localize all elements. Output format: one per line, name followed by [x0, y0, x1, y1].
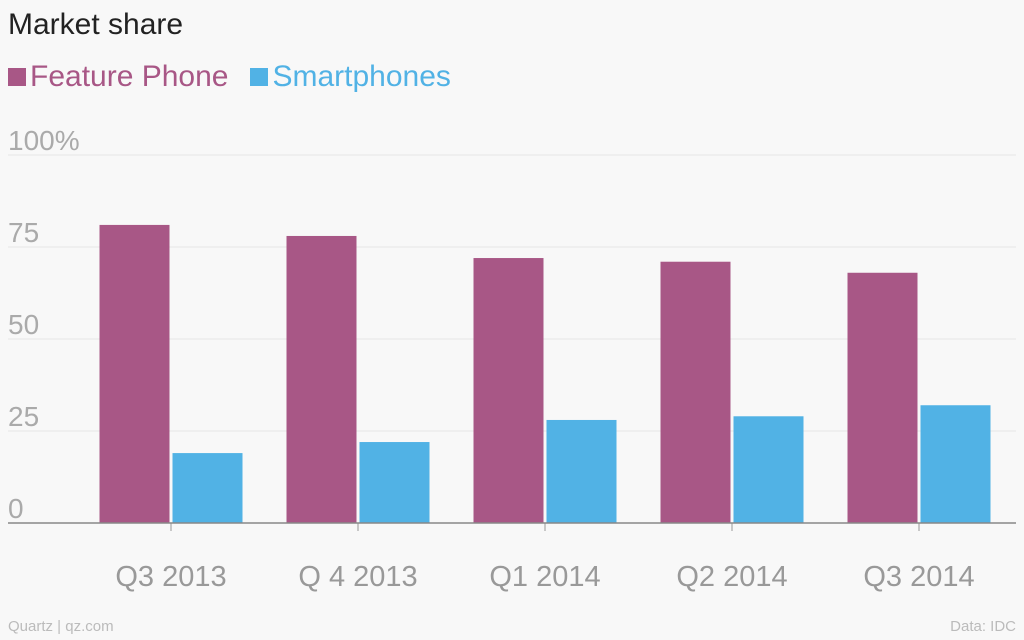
y-tick-label: 75 [8, 217, 39, 248]
y-tick-label: 0 [8, 493, 24, 524]
legend: Feature Phone Smartphones [8, 60, 473, 94]
y-tick-label: 50 [8, 309, 39, 340]
bar-smartphones [172, 453, 243, 523]
legend-item-feature-phone: Feature Phone [8, 60, 228, 94]
legend-label-feature-phone: Feature Phone [30, 60, 229, 93]
y-tick-label: 100% [8, 125, 80, 156]
x-tick-label: Q1 2014 [489, 561, 600, 593]
bar-feature-phone [847, 272, 918, 523]
bar-feature-phone [473, 258, 544, 523]
data-credit: Data: IDC [950, 618, 1016, 635]
bar-smartphones [920, 405, 991, 523]
bar-smartphones [359, 442, 430, 523]
bar-smartphones [546, 419, 617, 523]
x-tick-label: Q2 2014 [676, 561, 787, 593]
x-tick-label: Q3 2013 [115, 561, 226, 593]
y-tick-label: 25 [8, 401, 39, 432]
legend-item-smartphones: Smartphones [250, 60, 451, 94]
bar-feature-phone [99, 224, 170, 524]
legend-label-smartphones: Smartphones [272, 60, 451, 93]
x-tick-label: Q 4 2013 [298, 561, 417, 593]
chart-title: Market share [8, 8, 184, 41]
x-tick-label: Q3 2014 [863, 561, 974, 593]
bar-feature-phone [286, 235, 357, 523]
bar-smartphones [733, 416, 804, 523]
legend-swatch-feature-phone [8, 68, 26, 86]
bar-feature-phone [660, 261, 731, 523]
source-credit: Quartz | qz.com [8, 618, 114, 635]
legend-swatch-smartphones [250, 68, 269, 86]
